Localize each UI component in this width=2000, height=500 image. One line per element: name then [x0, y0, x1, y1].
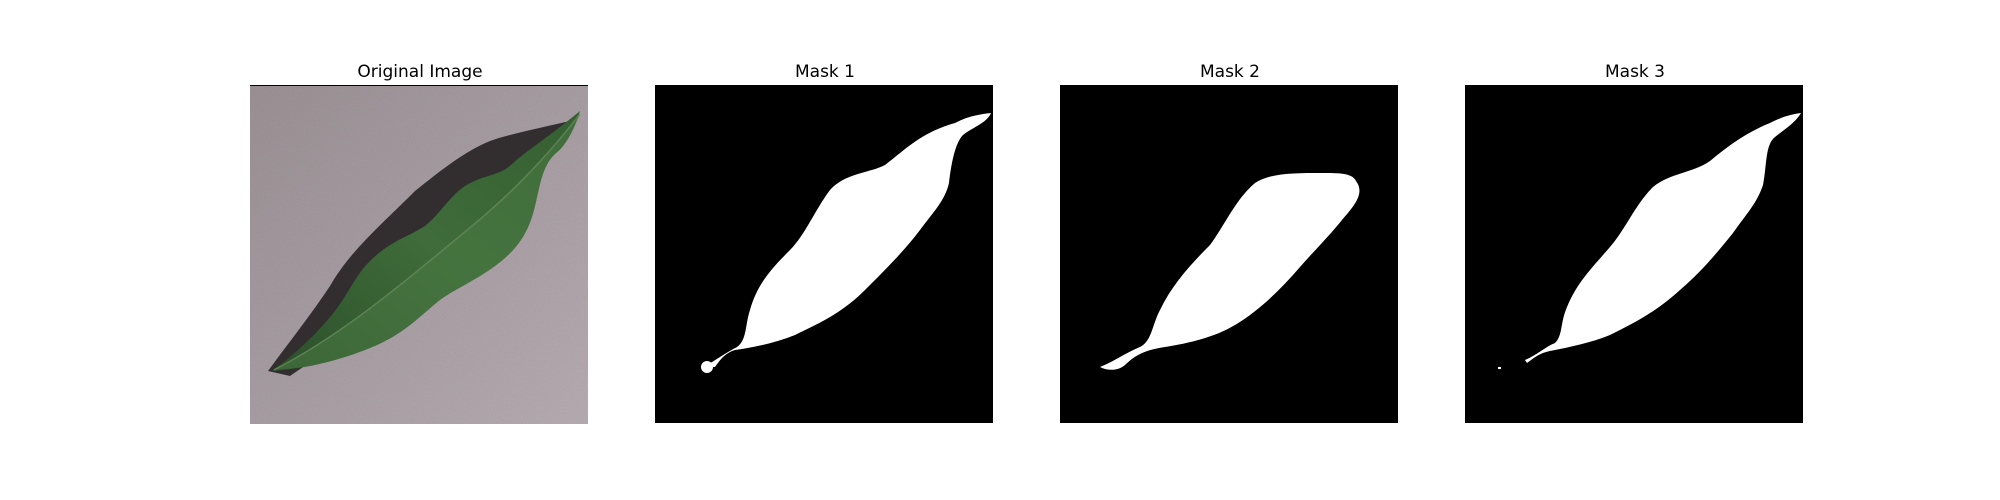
panel-title: Original Image [357, 62, 483, 82]
panel-title: Mask 1 [794, 62, 855, 82]
leaf-mask-icon [655, 85, 993, 423]
panel-mask-3: Mask 3 [1465, 61, 1805, 436]
leaf-mask-icon [1060, 85, 1398, 423]
leaf-photo-icon [250, 86, 588, 424]
mask-image [1060, 85, 1398, 423]
panel-original-image: Original Image [250, 61, 590, 436]
panel-title: Mask 2 [1199, 62, 1260, 82]
mask-image [655, 85, 993, 423]
original-image [250, 85, 588, 424]
mask-image [1465, 85, 1803, 423]
leaf-mask-icon [1465, 85, 1803, 423]
panel-mask-2: Mask 2 [1060, 61, 1400, 436]
panel-title: Mask 3 [1604, 62, 1665, 82]
panel-mask-1: Mask 1 [655, 61, 995, 436]
